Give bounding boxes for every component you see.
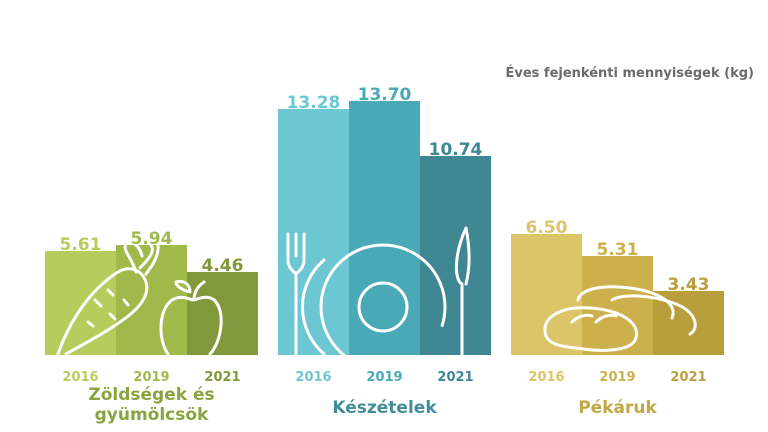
bar-1-2021 [420, 155, 491, 355]
category-label-line: Készételek [332, 398, 437, 418]
value-label: 5.94 [130, 228, 173, 249]
year-tick-label: 2021 [670, 370, 707, 385]
year-tick-label: 2019 [133, 370, 170, 385]
value-label: 3.43 [667, 275, 710, 296]
chart-title: Éves fejenkénti mennyiségek (kg) [505, 66, 755, 81]
category-label: Pékáruk [511, 398, 724, 418]
bar-0-2016 [45, 250, 116, 355]
year-tick-label: 2019 [366, 370, 403, 385]
value-label: 5.61 [59, 234, 102, 255]
year-tick-label: 2021 [437, 370, 474, 385]
value-label: 4.46 [201, 256, 244, 277]
value-label: 13.28 [286, 92, 341, 113]
value-label: 6.50 [525, 218, 568, 239]
year-tick-label: 2016 [295, 370, 332, 385]
year-tick-label: 2016 [528, 370, 565, 385]
year-tick-label: 2016 [62, 370, 99, 385]
value-label: 5.31 [596, 240, 639, 261]
category-label-line: Pékáruk [578, 398, 657, 418]
bar-2-2021 [653, 291, 724, 355]
category-label: Zöldségek és gyümölcsök [45, 385, 258, 425]
category-label-line: Zöldségek és [88, 385, 215, 405]
bar-1-2016 [278, 108, 349, 355]
category-label-line: gyümölcsök [94, 405, 209, 425]
year-tick-label: 2019 [599, 370, 636, 385]
value-label: 13.70 [357, 84, 412, 105]
category-label: Készételek [278, 398, 491, 418]
value-label: 10.74 [428, 139, 483, 160]
year-tick-label: 2021 [204, 370, 241, 385]
bar-2-2019 [582, 256, 653, 355]
